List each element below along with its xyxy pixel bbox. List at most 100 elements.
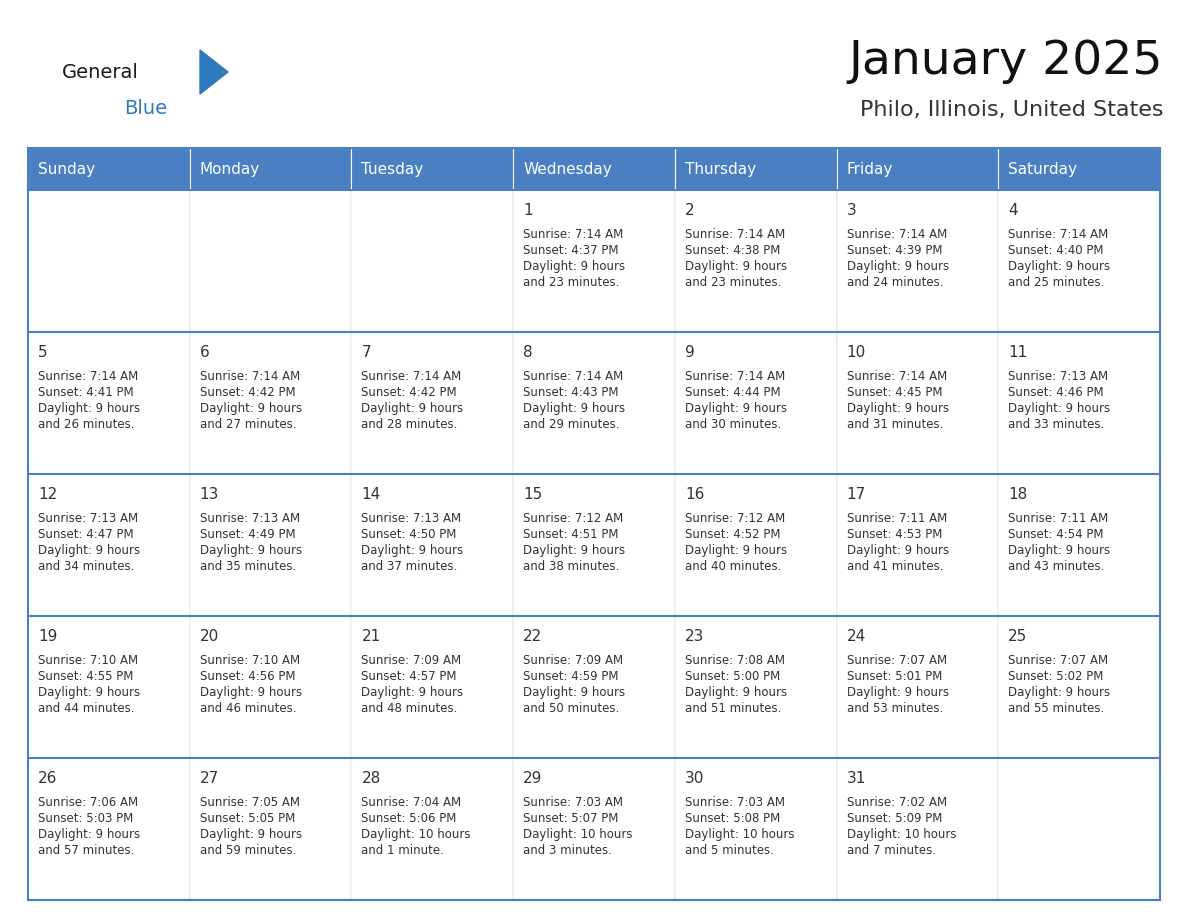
Bar — [29, 616, 190, 758]
Bar — [352, 332, 513, 474]
Text: and 59 minutes.: and 59 minutes. — [200, 844, 296, 856]
Text: 5: 5 — [38, 345, 48, 360]
Text: and 24 minutes.: and 24 minutes. — [847, 275, 943, 289]
Text: and 30 minutes.: and 30 minutes. — [684, 418, 781, 431]
Bar — [190, 616, 352, 758]
Text: Daylight: 9 hours: Daylight: 9 hours — [847, 260, 949, 273]
Text: Sunrise: 7:14 AM: Sunrise: 7:14 AM — [684, 370, 785, 383]
Text: Sunrise: 7:13 AM: Sunrise: 7:13 AM — [38, 512, 138, 525]
Text: and 1 minute.: and 1 minute. — [361, 844, 444, 856]
Text: Daylight: 9 hours: Daylight: 9 hours — [38, 543, 140, 557]
Text: Sunset: 4:39 PM: Sunset: 4:39 PM — [847, 244, 942, 257]
Text: Sunset: 5:08 PM: Sunset: 5:08 PM — [684, 812, 781, 825]
Text: 1: 1 — [523, 203, 532, 218]
Text: Sunrise: 7:06 AM: Sunrise: 7:06 AM — [38, 796, 138, 809]
Bar — [513, 190, 675, 332]
Text: 7: 7 — [361, 345, 371, 360]
Text: and 3 minutes.: and 3 minutes. — [523, 844, 612, 856]
Bar — [998, 332, 1159, 474]
Text: 24: 24 — [847, 629, 866, 644]
Bar — [513, 616, 675, 758]
Text: Sunset: 4:54 PM: Sunset: 4:54 PM — [1009, 528, 1104, 541]
Text: 27: 27 — [200, 771, 219, 786]
Text: Daylight: 9 hours: Daylight: 9 hours — [523, 686, 625, 699]
Text: Daylight: 9 hours: Daylight: 9 hours — [523, 402, 625, 415]
Text: Daylight: 9 hours: Daylight: 9 hours — [684, 686, 786, 699]
Bar — [190, 190, 352, 332]
Text: Daylight: 9 hours: Daylight: 9 hours — [200, 543, 302, 557]
Text: Sunrise: 7:13 AM: Sunrise: 7:13 AM — [1009, 370, 1108, 383]
Text: 19: 19 — [38, 629, 57, 644]
Text: Daylight: 9 hours: Daylight: 9 hours — [361, 543, 463, 557]
Bar — [190, 148, 352, 190]
Text: Sunrise: 7:02 AM: Sunrise: 7:02 AM — [847, 796, 947, 809]
Text: Daylight: 9 hours: Daylight: 9 hours — [847, 543, 949, 557]
Text: Sunrise: 7:12 AM: Sunrise: 7:12 AM — [523, 512, 624, 525]
Text: Sunset: 5:01 PM: Sunset: 5:01 PM — [847, 670, 942, 683]
Text: 8: 8 — [523, 345, 532, 360]
Text: and 25 minutes.: and 25 minutes. — [1009, 275, 1105, 289]
Text: Daylight: 9 hours: Daylight: 9 hours — [684, 260, 786, 273]
Text: Daylight: 9 hours: Daylight: 9 hours — [38, 828, 140, 841]
Text: 6: 6 — [200, 345, 209, 360]
Text: and 23 minutes.: and 23 minutes. — [684, 275, 782, 289]
Text: 4: 4 — [1009, 203, 1018, 218]
Bar — [675, 190, 836, 332]
Bar — [29, 148, 1159, 900]
Text: and 44 minutes.: and 44 minutes. — [38, 702, 134, 715]
Text: Sunrise: 7:14 AM: Sunrise: 7:14 AM — [1009, 228, 1108, 241]
Text: 16: 16 — [684, 487, 704, 502]
Text: 22: 22 — [523, 629, 543, 644]
Text: Daylight: 10 hours: Daylight: 10 hours — [847, 828, 956, 841]
Text: Daylight: 10 hours: Daylight: 10 hours — [361, 828, 470, 841]
Text: 15: 15 — [523, 487, 543, 502]
Bar — [836, 332, 998, 474]
Text: Sunset: 4:46 PM: Sunset: 4:46 PM — [1009, 386, 1104, 399]
Text: Sunset: 4:57 PM: Sunset: 4:57 PM — [361, 670, 457, 683]
Text: Sunrise: 7:11 AM: Sunrise: 7:11 AM — [1009, 512, 1108, 525]
Text: Daylight: 9 hours: Daylight: 9 hours — [1009, 402, 1111, 415]
Text: and 40 minutes.: and 40 minutes. — [684, 560, 782, 573]
Text: Sunrise: 7:14 AM: Sunrise: 7:14 AM — [847, 370, 947, 383]
Bar — [352, 190, 513, 332]
Bar — [675, 758, 836, 900]
Text: and 38 minutes.: and 38 minutes. — [523, 560, 619, 573]
Text: Sunset: 4:55 PM: Sunset: 4:55 PM — [38, 670, 133, 683]
Bar — [836, 474, 998, 616]
Bar — [29, 474, 190, 616]
Text: 21: 21 — [361, 629, 380, 644]
Text: and 50 minutes.: and 50 minutes. — [523, 702, 619, 715]
Text: 9: 9 — [684, 345, 695, 360]
Bar — [998, 190, 1159, 332]
Bar — [836, 758, 998, 900]
Bar — [190, 332, 352, 474]
Text: 3: 3 — [847, 203, 857, 218]
Text: 23: 23 — [684, 629, 704, 644]
Text: 10: 10 — [847, 345, 866, 360]
Text: Sunrise: 7:14 AM: Sunrise: 7:14 AM — [684, 228, 785, 241]
Text: Daylight: 9 hours: Daylight: 9 hours — [684, 402, 786, 415]
Text: Sunrise: 7:09 AM: Sunrise: 7:09 AM — [361, 654, 462, 667]
Text: and 46 minutes.: and 46 minutes. — [200, 702, 296, 715]
Text: Sunrise: 7:08 AM: Sunrise: 7:08 AM — [684, 654, 785, 667]
Text: Sunrise: 7:03 AM: Sunrise: 7:03 AM — [523, 796, 624, 809]
Text: Daylight: 9 hours: Daylight: 9 hours — [523, 260, 625, 273]
Text: Sunset: 4:41 PM: Sunset: 4:41 PM — [38, 386, 133, 399]
Text: 12: 12 — [38, 487, 57, 502]
Text: Sunset: 4:59 PM: Sunset: 4:59 PM — [523, 670, 619, 683]
Polygon shape — [200, 50, 228, 94]
Text: 2: 2 — [684, 203, 695, 218]
Text: 28: 28 — [361, 771, 380, 786]
Text: and 41 minutes.: and 41 minutes. — [847, 560, 943, 573]
Bar — [29, 332, 190, 474]
Text: and 55 minutes.: and 55 minutes. — [1009, 702, 1105, 715]
Bar — [513, 474, 675, 616]
Text: Sunrise: 7:03 AM: Sunrise: 7:03 AM — [684, 796, 785, 809]
Text: Sunset: 4:42 PM: Sunset: 4:42 PM — [200, 386, 296, 399]
Text: General: General — [62, 62, 139, 82]
Text: and 51 minutes.: and 51 minutes. — [684, 702, 782, 715]
Text: Sunset: 4:37 PM: Sunset: 4:37 PM — [523, 244, 619, 257]
Text: 31: 31 — [847, 771, 866, 786]
Text: Daylight: 9 hours: Daylight: 9 hours — [1009, 543, 1111, 557]
Text: Sunset: 5:07 PM: Sunset: 5:07 PM — [523, 812, 619, 825]
